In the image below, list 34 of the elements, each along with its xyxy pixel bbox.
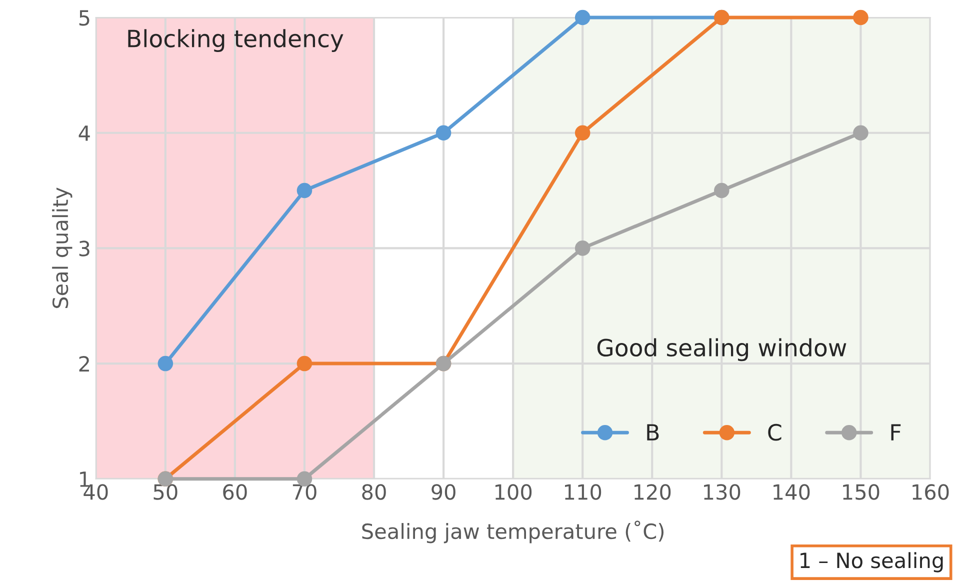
point <box>296 182 312 198</box>
point <box>853 125 868 140</box>
y-tick-label: 4 <box>78 126 90 141</box>
x-tick-label: 140 <box>774 484 810 500</box>
x-tick-label: 70 <box>292 484 316 500</box>
x-tick-label: 50 <box>154 484 178 500</box>
x-tick-label: 110 <box>565 484 602 500</box>
point <box>158 356 174 372</box>
point <box>436 125 452 140</box>
text: 1 – No sealing <box>800 552 943 572</box>
legend-label: F <box>891 424 901 440</box>
x-tick-label: 120 <box>634 484 671 500</box>
x-tick-label: 60 <box>223 484 247 500</box>
x-tick-label: 80 <box>362 484 386 500</box>
point <box>574 240 590 256</box>
legend-label: B <box>647 424 659 440</box>
point <box>574 10 590 26</box>
x-tick-label: 130 <box>704 484 740 500</box>
point <box>853 10 868 26</box>
y-tick-label: 2 <box>79 356 89 372</box>
point <box>574 125 590 140</box>
y-tick-label: 3 <box>79 240 90 256</box>
point <box>714 182 730 198</box>
legend-label: C <box>768 424 782 441</box>
point <box>296 356 312 372</box>
x-tick-label: 90 <box>432 484 456 500</box>
y-axis-title: Seal quality <box>52 188 72 308</box>
x-tick-label: 160 <box>912 484 949 500</box>
band-label: Blocking tendency <box>128 29 344 52</box>
x-tick-label: 100 <box>495 484 532 500</box>
y-tick-label: 5 <box>79 10 90 26</box>
band-label: Good sealing window <box>597 338 846 362</box>
x-tick-label: 150 <box>843 484 880 500</box>
x-axis-title: Sealing jaw temperature (˚C) <box>362 520 664 544</box>
